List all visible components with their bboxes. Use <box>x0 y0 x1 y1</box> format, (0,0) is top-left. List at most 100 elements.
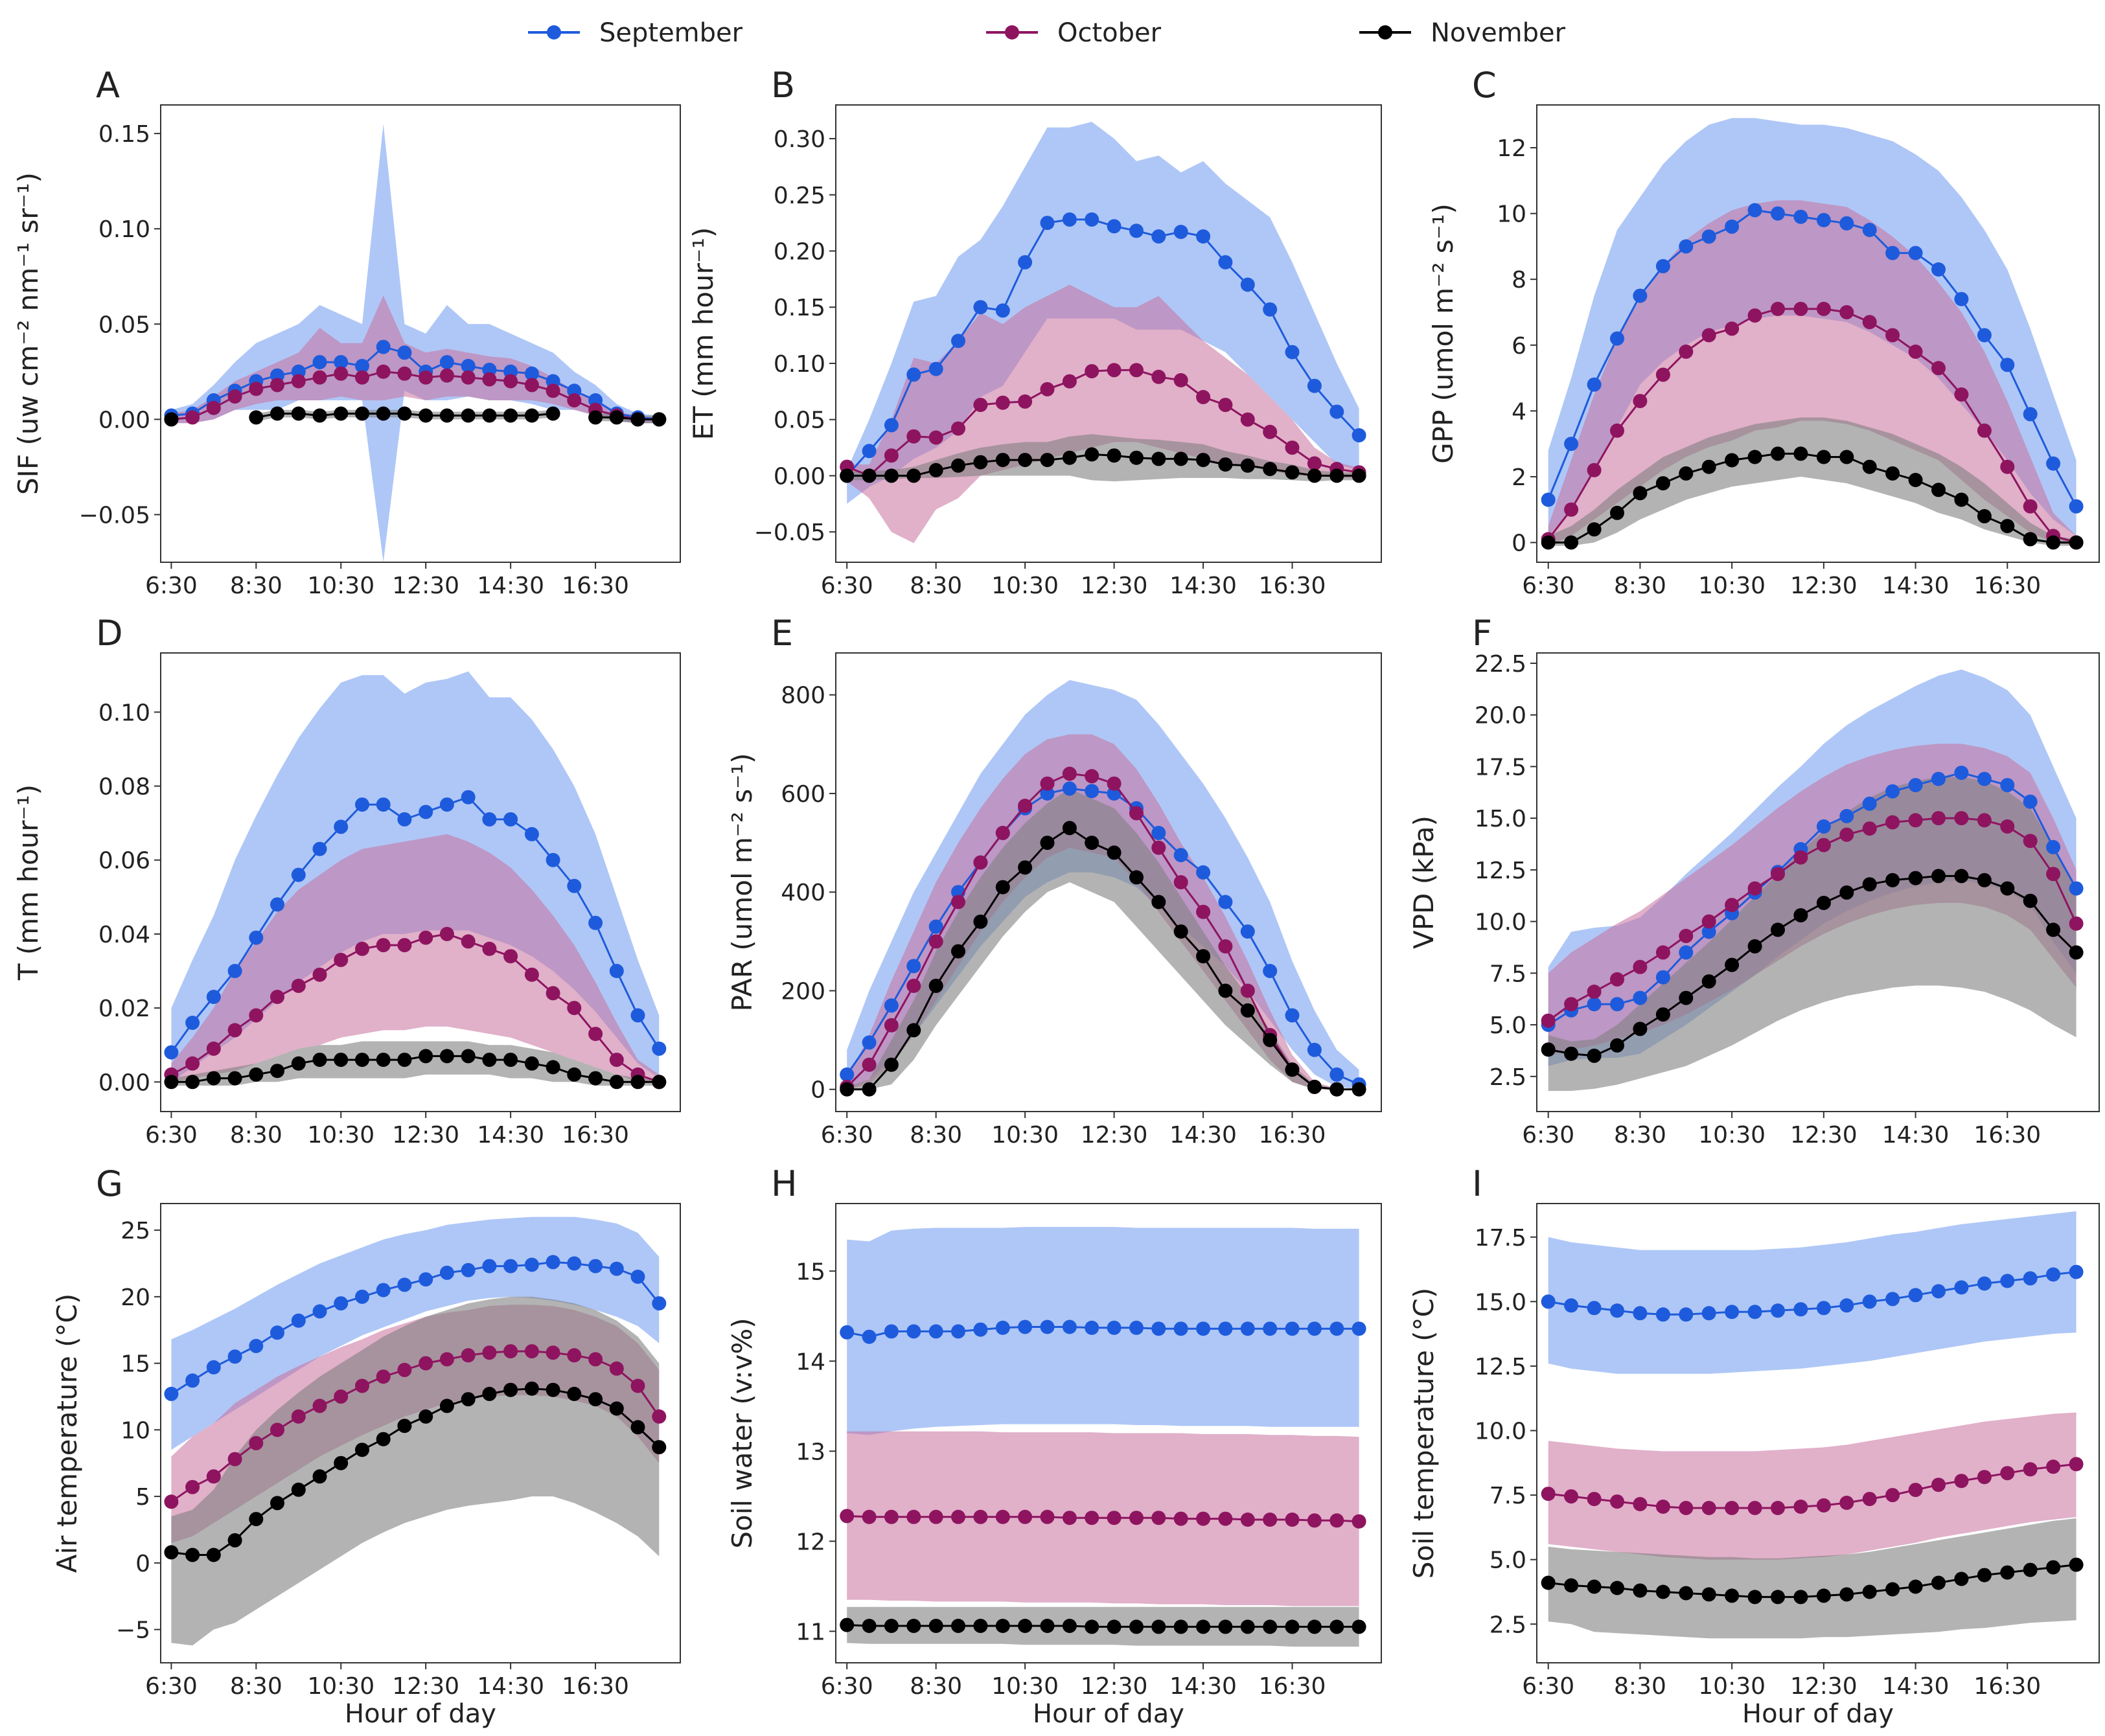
point-november <box>439 1399 454 1413</box>
point-october <box>524 1344 539 1359</box>
point-october <box>2000 1466 2015 1481</box>
point-october <box>1771 301 1785 316</box>
point-september <box>397 345 412 360</box>
point-september <box>291 1313 306 1328</box>
plot-area <box>1541 118 2084 550</box>
point-september <box>840 1067 855 1082</box>
point-november <box>884 468 899 483</box>
point-october <box>862 1509 877 1524</box>
point-september <box>1263 302 1278 317</box>
point-october <box>1771 867 1785 882</box>
x-tick-label: 8:30 <box>230 1122 282 1148</box>
point-october <box>524 378 539 393</box>
point-september <box>1352 428 1366 442</box>
point-november <box>1564 1046 1579 1061</box>
point-november <box>1771 1590 1785 1605</box>
legend-item-october: October <box>986 18 1162 48</box>
panel-letter: C <box>1472 65 1497 106</box>
point-november <box>652 1440 667 1455</box>
point-october <box>1633 959 1648 974</box>
x-tick-label: 8:30 <box>910 573 962 599</box>
x-tick-label: 12:30 <box>1081 573 1148 599</box>
point-october <box>995 825 1010 840</box>
point-september <box>334 819 349 834</box>
point-october <box>1541 1013 1556 1028</box>
point-september <box>1173 1321 1188 1336</box>
point-september <box>1352 1321 1366 1336</box>
point-november <box>906 1023 921 1038</box>
y-tick-label: 14 <box>796 1349 825 1375</box>
y-tick-label: 0.05 <box>774 407 825 434</box>
point-november <box>419 1409 433 1424</box>
y-axis-label: Air temperature (°C) <box>51 1294 83 1573</box>
band-october <box>171 834 660 1082</box>
point-october <box>397 1362 412 1377</box>
point-november <box>376 1432 391 1446</box>
point-october <box>439 1352 454 1367</box>
point-november <box>2069 1557 2084 1572</box>
point-october <box>973 855 988 870</box>
point-september <box>1587 997 1602 1012</box>
plot-area <box>164 671 667 1090</box>
point-september <box>1931 1284 1946 1299</box>
point-october <box>482 1345 497 1360</box>
y-tick-label: 20 <box>121 1285 150 1311</box>
point-october <box>928 430 943 445</box>
point-september <box>1564 1298 1579 1313</box>
point-november <box>312 408 327 423</box>
band-september <box>1548 1211 2076 1374</box>
point-september <box>185 1016 200 1030</box>
x-tick-label: 14:30 <box>1169 1122 1237 1148</box>
panel-g: −5 0 5 10 15 20 25 6:30 8:30 10:30 12:30 14:30 16:30… <box>51 1163 681 1729</box>
point-october <box>206 1041 221 1056</box>
point-september <box>1218 1321 1233 1336</box>
point-november <box>1977 873 1992 887</box>
y-axis-label: SIF (uw cm⁻² nm⁻¹ sr⁻¹) <box>12 172 44 495</box>
x-tick-label: 16:30 <box>1259 573 1326 599</box>
point-october <box>249 382 264 396</box>
point-november <box>1085 1619 1099 1634</box>
point-september <box>1816 819 1831 834</box>
point-september <box>951 334 965 348</box>
x-tick-label: 12:30 <box>1790 573 1858 599</box>
y-tick-label: 5.0 <box>1490 1548 1526 1574</box>
panel-a: −0.05 0.00 0.05 0.10 0.15 6:30 8:30 10:30 12:30 1… <box>12 65 681 599</box>
point-november <box>840 468 855 483</box>
point-september <box>1839 216 1854 231</box>
point-october <box>567 1348 582 1363</box>
point-october <box>1329 1513 1344 1528</box>
y-tick-label: 12.5 <box>1475 858 1526 884</box>
point-november <box>995 880 1010 895</box>
point-october <box>1701 328 1716 343</box>
point-october <box>482 941 497 956</box>
point-november <box>1062 1619 1077 1633</box>
y-tick-label: 0.04 <box>98 922 150 948</box>
point-november <box>1793 1590 1808 1605</box>
point-november <box>227 1533 242 1548</box>
point-september <box>1541 492 1556 507</box>
band-october <box>171 295 660 424</box>
y-tick-label: 0.10 <box>774 351 825 378</box>
point-september <box>1173 225 1188 239</box>
point-september <box>206 1360 221 1375</box>
point-november <box>1701 974 1716 989</box>
point-november <box>609 1075 624 1090</box>
point-november <box>1816 1588 1831 1603</box>
point-october <box>2046 1459 2061 1474</box>
y-tick-label: 200 <box>781 978 825 1005</box>
x-tick-label: 6:30 <box>145 573 198 599</box>
point-september <box>2000 358 2015 372</box>
x-tick-label: 16:30 <box>1259 1122 1326 1148</box>
point-november <box>355 406 369 421</box>
panel-letter: D <box>96 613 123 654</box>
point-november <box>588 410 603 425</box>
point-november <box>1633 486 1648 501</box>
point-september <box>2046 839 2061 854</box>
point-november <box>312 1053 327 1068</box>
panel-c: 0 2 4 6 8 10 12 6:30 8:30 10:30 12:30 14:30 16:30 GPP… <box>1427 65 2100 599</box>
point-november <box>270 1064 284 1079</box>
point-november <box>1129 1619 1144 1634</box>
x-tick-label: 10:30 <box>307 1673 374 1700</box>
point-october <box>227 389 242 404</box>
point-september <box>862 444 877 459</box>
